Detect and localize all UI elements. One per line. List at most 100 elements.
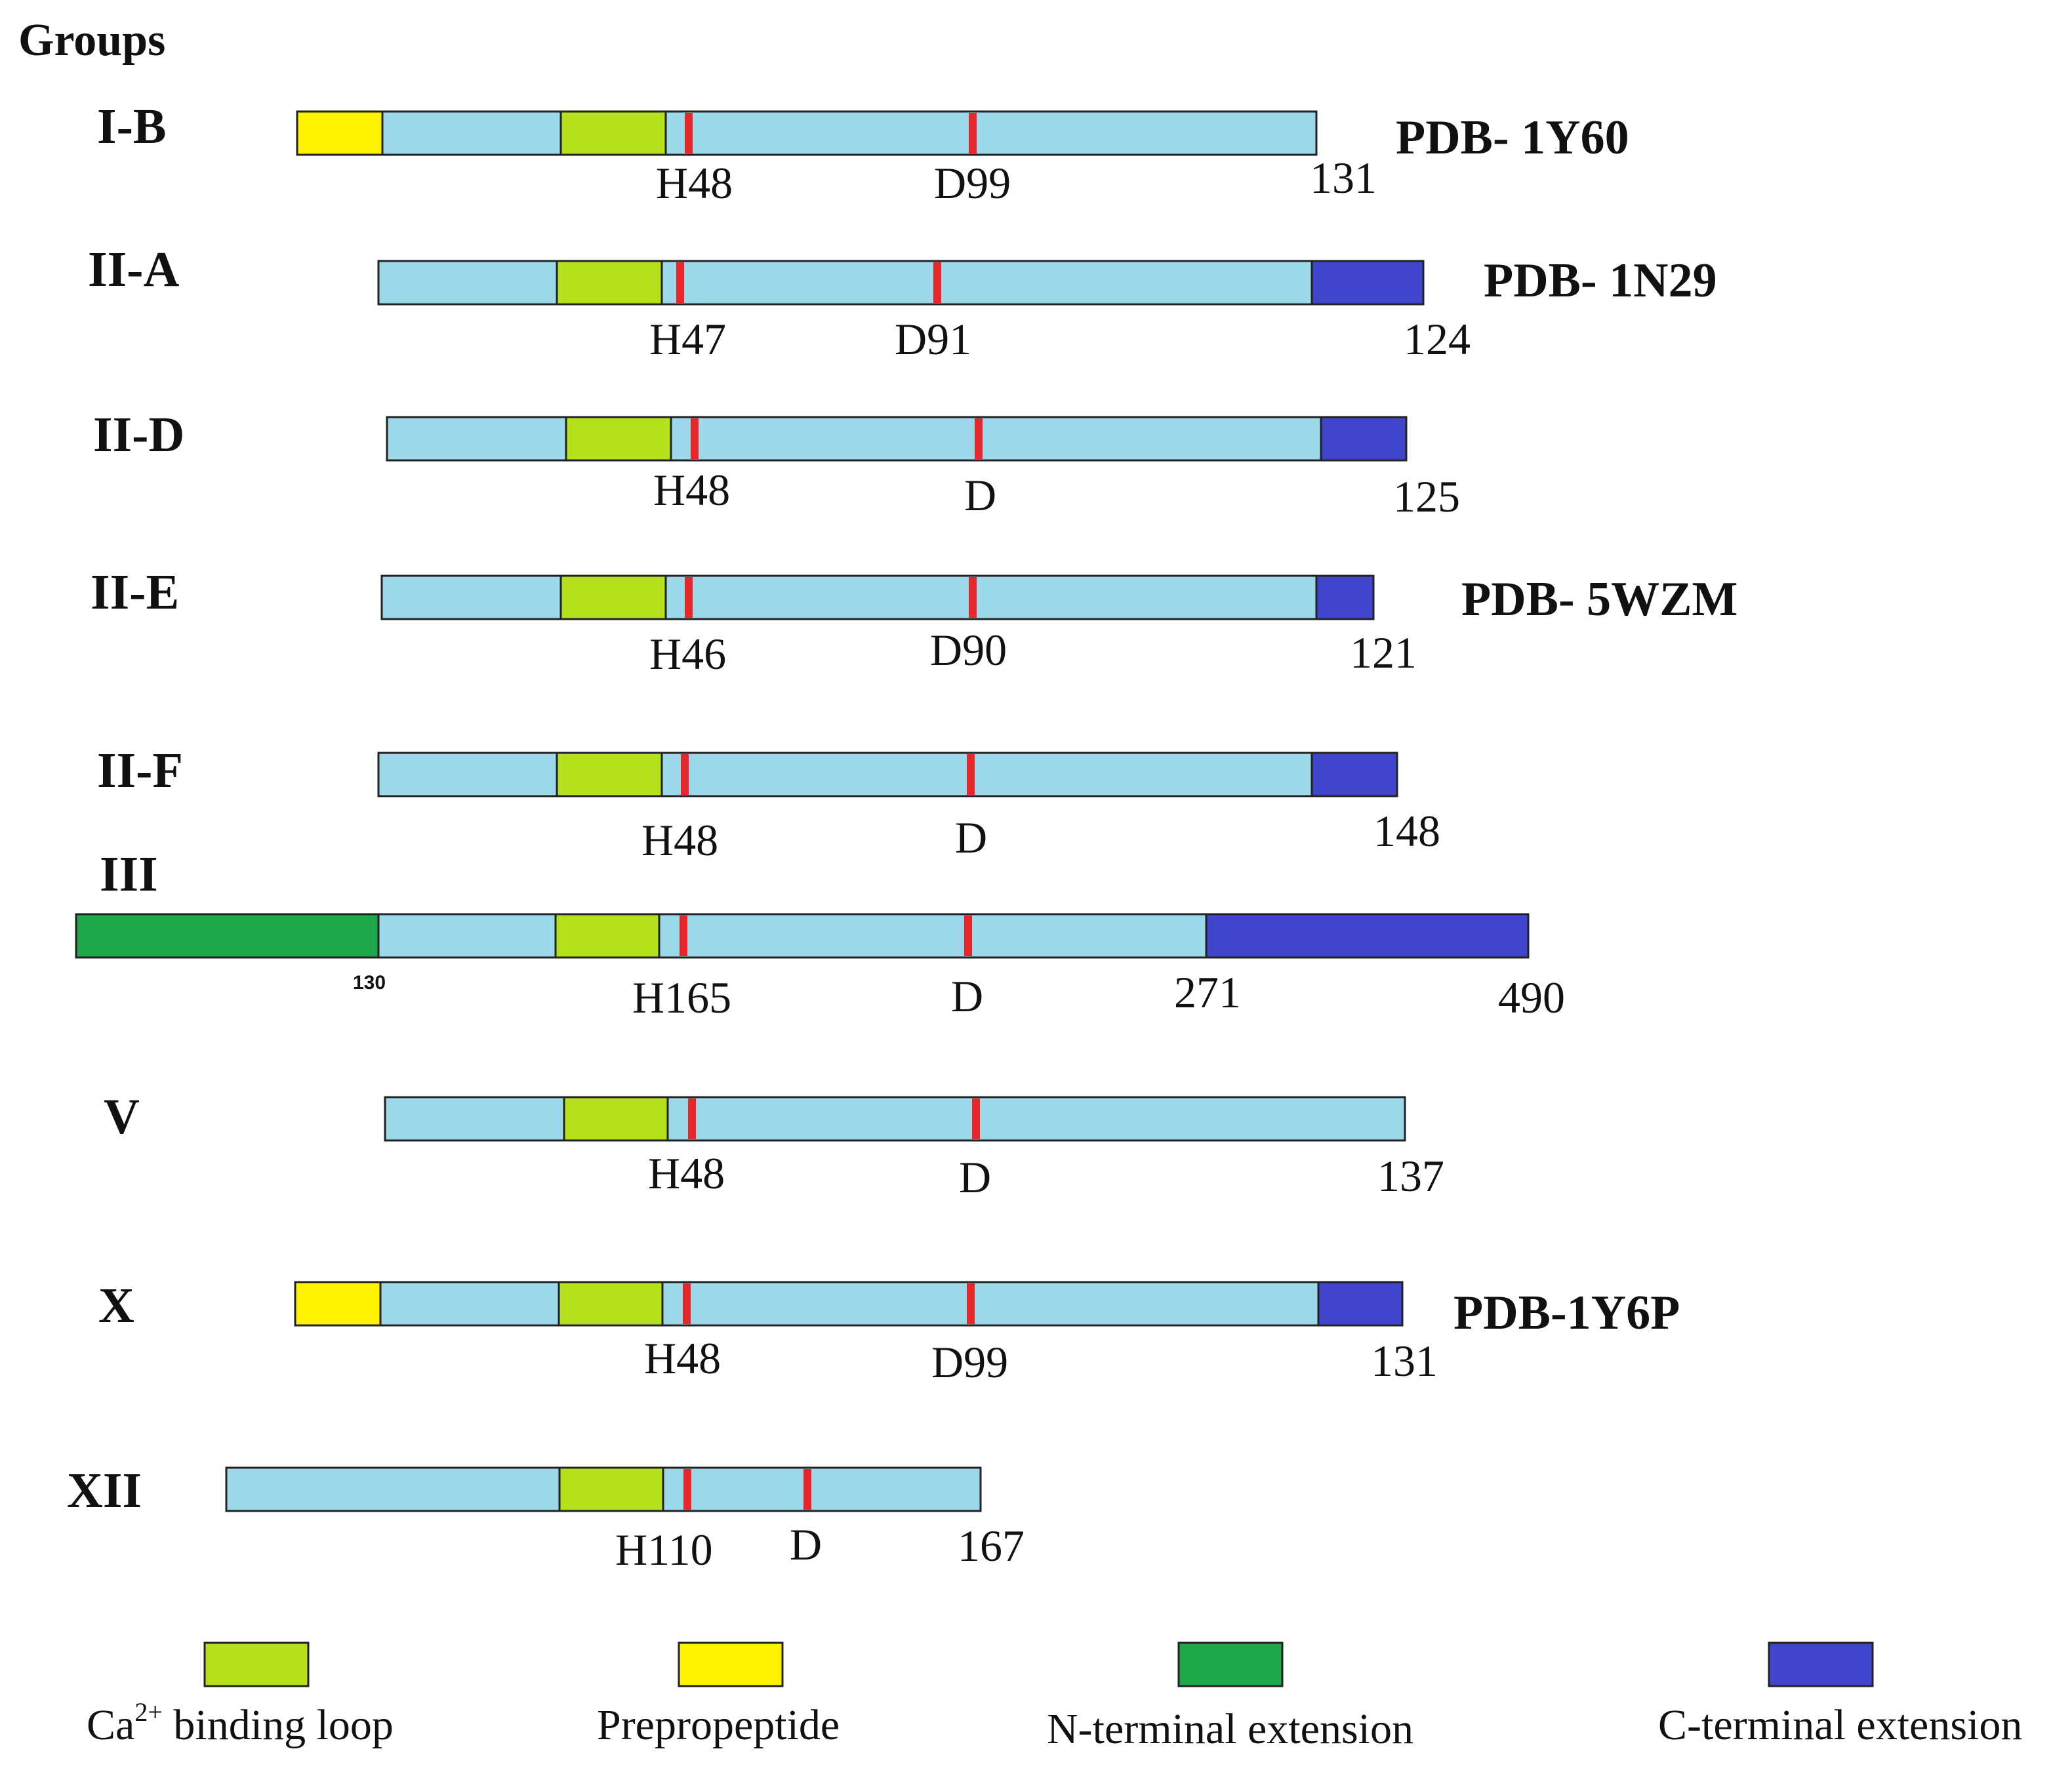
aspartate-site-marker xyxy=(969,113,977,153)
histidine-label: H48 xyxy=(641,815,718,865)
histidine-site-marker xyxy=(683,1469,691,1510)
aspartate-site-marker xyxy=(964,916,972,956)
start-position-label: 130 xyxy=(353,972,386,994)
histidine-label: H46 xyxy=(649,629,726,679)
core-segment xyxy=(384,1096,565,1142)
row-X: X H48 D99 131 PDB-1Y6P xyxy=(98,1278,1680,1387)
core-segment xyxy=(660,752,1313,797)
length-label: 121 xyxy=(1350,628,1417,677)
ca-binding-loop-segment xyxy=(565,416,672,462)
histidine-site-marker xyxy=(685,113,693,153)
aspartate-label: D99 xyxy=(934,158,1011,208)
aspartate-label: D xyxy=(790,1520,822,1569)
ca-binding-loop-segment xyxy=(559,110,667,156)
length-label: 125 xyxy=(1393,472,1460,521)
aspartate-label: D90 xyxy=(930,625,1007,675)
row-II-E: II-E H46 D90 121 PDB- 5WZM xyxy=(91,565,1737,679)
row-XII: XII H110 D 167 xyxy=(67,1463,1025,1575)
core-segment xyxy=(664,110,1318,156)
group-label: III xyxy=(100,847,158,902)
aspartate-label: D xyxy=(964,470,996,520)
histidine-site-marker xyxy=(691,418,699,459)
length-label: 490 xyxy=(1498,973,1565,1022)
pdb-label: PDB- 1N29 xyxy=(1484,254,1717,308)
core-segment xyxy=(377,913,557,959)
c-terminal-extension-segment xyxy=(1310,752,1398,797)
aspartate-site-marker xyxy=(967,1283,975,1324)
legend-swatch-c-terminal-extension xyxy=(1768,1641,1874,1687)
core-segment xyxy=(666,1096,1406,1142)
row-I-B: I-B H48 D99 131 PDB- 1Y60 xyxy=(97,99,1629,208)
core-segment xyxy=(662,1466,982,1512)
c-terminal-extension-segment xyxy=(1205,913,1530,959)
group-label: X xyxy=(98,1278,134,1333)
group-label: II-F xyxy=(97,743,183,798)
aspartate-label: D99 xyxy=(931,1337,1008,1387)
row-III: III 130 H165 D 271 490 xyxy=(75,847,1565,1022)
core-segment xyxy=(381,110,562,156)
histidine-site-marker xyxy=(685,577,693,618)
histidine-label: H47 xyxy=(649,314,726,364)
core-segment xyxy=(661,1281,1320,1327)
legend-label-n-terminal-extension: N-terminal extension xyxy=(1047,1705,1413,1753)
aspartate-site-marker xyxy=(969,577,977,618)
length-label: 137 xyxy=(1377,1151,1444,1201)
legend-label-ca-binding-loop: Ca2+ binding loop xyxy=(87,1697,394,1749)
histidine-label: H48 xyxy=(644,1333,721,1383)
histidine-site-marker xyxy=(681,754,689,795)
legend: Ca2+ binding loop Prepropeptide N-termin… xyxy=(87,1641,2022,1753)
c-terminal-extension-segment xyxy=(1317,1281,1404,1327)
aspartate-label: D xyxy=(959,1152,991,1202)
pdb-label: PDB-1Y6P xyxy=(1453,1286,1680,1340)
histidine-site-marker xyxy=(683,1283,691,1324)
legend-swatch-prepropeptide xyxy=(678,1641,784,1687)
core-segment xyxy=(386,416,567,462)
core-segment xyxy=(658,913,1208,959)
length-label: 167 xyxy=(958,1521,1025,1571)
group-label: XII xyxy=(67,1463,142,1518)
aspartate-label: D91 xyxy=(895,314,971,364)
row-II-A: II-A H47 D91 124 PDB- 1N29 xyxy=(88,242,1717,364)
length-label: 131 xyxy=(1371,1336,1438,1386)
pdb-label: PDB- 1Y60 xyxy=(1396,111,1629,165)
length-label: 124 xyxy=(1404,314,1471,364)
aspartate-site-marker xyxy=(967,754,975,795)
row-II-F: II-F H48 D 148 xyxy=(97,743,1440,865)
legend-label-prepropeptide: Prepropeptide xyxy=(597,1701,840,1749)
aspartate-label: D xyxy=(951,971,983,1021)
ca-binding-loop-segment xyxy=(558,1466,664,1512)
prepropeptide-segment xyxy=(294,1281,382,1327)
legend-label-c-terminal-extension: C-terminal extension xyxy=(1658,1701,2022,1749)
group-label: II-E xyxy=(91,565,179,620)
c-terminal-extension-segment xyxy=(1315,574,1375,620)
histidine-site-marker xyxy=(676,262,684,303)
row-II-D: II-D H48 D 125 xyxy=(93,407,1460,521)
ca-binding-loop-segment xyxy=(559,574,667,620)
histidine-site-marker xyxy=(688,1098,696,1139)
ca-binding-loop-segment xyxy=(558,1281,664,1327)
ca-binding-loop-segment xyxy=(556,260,663,306)
core-segment xyxy=(379,1281,560,1327)
aspartate-label: D xyxy=(955,813,987,862)
histidine-label: H165 xyxy=(632,973,731,1022)
legend-swatch-ca-binding-loop xyxy=(203,1641,310,1687)
row-V: V H48 D 137 xyxy=(104,1089,1444,1202)
n-terminal-extension-segment xyxy=(75,913,380,959)
aspartate-site-marker xyxy=(803,1469,811,1510)
group-label: II-A xyxy=(88,242,179,297)
prepropeptide-segment xyxy=(296,110,384,156)
c-terminal-extension-segment xyxy=(1320,416,1408,462)
ca-binding-loop-segment xyxy=(554,913,660,959)
length-label: 131 xyxy=(1310,153,1377,203)
histidine-label: H48 xyxy=(653,465,730,515)
diagram-title: Groups xyxy=(18,15,165,66)
core-segment xyxy=(660,260,1313,306)
ca-binding-loop-segment xyxy=(563,1096,669,1142)
pdb-label: PDB- 5WZM xyxy=(1461,573,1737,626)
core-segment xyxy=(377,260,558,306)
length-label: 148 xyxy=(1373,806,1440,856)
core-segment xyxy=(664,574,1318,620)
histidine-label: H48 xyxy=(648,1148,725,1198)
legend-swatch-n-terminal-extension xyxy=(1177,1641,1284,1687)
